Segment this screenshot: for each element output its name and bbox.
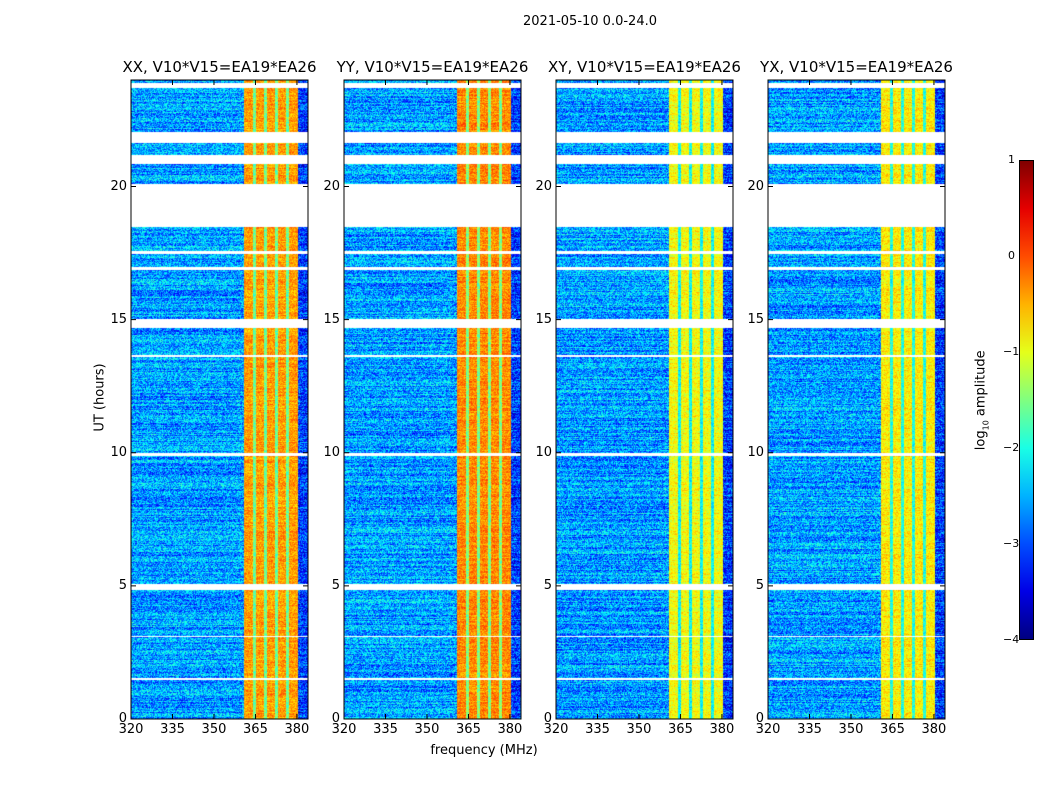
x-tick-label: 335: [797, 722, 822, 737]
y-tick-label: 20: [747, 178, 764, 194]
axes-border: [767, 79, 946, 720]
panel-1: YY, V10*V15=EA19*EA26 320 335 350 365 380 0 5 10…: [323, 58, 528, 737]
x-tick-label: 335: [585, 722, 610, 737]
x-tick-label: 380: [284, 722, 310, 737]
y-tick-label: 15: [323, 311, 340, 327]
colorbar-tick-label: −1: [1003, 345, 1020, 358]
y-tick-label: 0: [543, 711, 552, 726]
colorbar-label-main: log: [973, 430, 989, 451]
y-tick-label: 10: [110, 444, 127, 460]
axes-frame: [767, 79, 946, 720]
panel-3: YX, V10*V15=EA19*EA26 320 335 350 365 380 0 5 10…: [747, 58, 952, 737]
axes-frame: [130, 79, 309, 720]
colorbar-tick-label: −3: [1003, 537, 1020, 550]
colorbar-label: log10 amplitude: [974, 340, 991, 460]
y-axis-label: UT (hours): [92, 363, 108, 432]
axes-border: [130, 79, 309, 720]
colorbar-tick-label: 1: [1008, 153, 1015, 166]
y-tick-label: 5: [755, 577, 764, 593]
colorbar-tick-label: 0: [1008, 249, 1015, 262]
panel-title: XY, V10*V15=EA19*EA26: [548, 58, 741, 76]
x-tick-label: 320: [543, 722, 569, 737]
x-tick-label: 335: [373, 722, 398, 737]
panel-title: YX, V10*V15=EA19*EA26: [760, 58, 953, 76]
y-tick-label: 15: [747, 311, 764, 327]
y-tick-label: 10: [323, 444, 340, 460]
spectrogram-heatmap: [768, 80, 945, 719]
y-tick-label: 5: [543, 577, 552, 593]
x-tick-label: 365: [880, 722, 905, 737]
axes-frame: [555, 79, 734, 720]
x-tick-label: 320: [755, 722, 781, 737]
x-tick-label: 380: [709, 722, 735, 737]
x-tick-label: 380: [497, 722, 523, 737]
y-tick-label: 20: [110, 178, 127, 194]
x-tick-label: 320: [118, 722, 144, 737]
x-axis-label: frequency (MHz): [430, 743, 538, 758]
spectrogram-heatmap: [131, 80, 308, 719]
y-tick-label: 0: [331, 711, 340, 726]
panel-title: YY, V10*V15=EA19*EA26: [336, 58, 529, 76]
x-tick-label: 350: [626, 722, 652, 737]
y-tick-label: 15: [110, 311, 127, 327]
colorbar-label-sub: 10: [981, 420, 991, 431]
y-tick-label: 0: [118, 711, 127, 726]
y-tick-label: 10: [747, 444, 764, 460]
spectrogram-heatmap: [344, 80, 521, 719]
colorbar-tick-label: −2: [1003, 441, 1020, 454]
axes-frame: [343, 79, 522, 720]
y-tick-label: 5: [331, 577, 340, 593]
x-tick-label: 350: [838, 722, 864, 737]
axes-border: [343, 79, 522, 720]
figure-title: 2021-05-10 0.0-24.0: [523, 14, 657, 29]
panel-2: XY, V10*V15=EA19*EA26 320 335 350 365 380 0 5 10…: [535, 58, 740, 737]
spectrogram-heatmap: [556, 80, 733, 719]
colorbar: [1019, 160, 1034, 640]
x-tick-label: 350: [414, 722, 440, 737]
y-tick-label: 15: [535, 311, 552, 327]
panel-title: XX, V10*V15=EA19*EA26: [122, 58, 317, 76]
y-tick-label: 20: [323, 178, 340, 194]
axes-border: [555, 79, 734, 720]
x-tick-label: 365: [668, 722, 693, 737]
y-tick-label: 0: [755, 711, 764, 726]
y-tick-label: 5: [118, 577, 127, 593]
x-tick-label: 380: [921, 722, 947, 737]
x-tick-label: 365: [243, 722, 268, 737]
x-tick-label: 350: [201, 722, 227, 737]
y-tick-label: 10: [535, 444, 552, 460]
colorbar-tick-label: −4: [1003, 633, 1020, 646]
panel-0: XX, V10*V15=EA19*EA26 320 335 350 365 380 0 5 10…: [110, 58, 316, 737]
x-tick-label: 365: [456, 722, 481, 737]
colorbar-label-rest: amplitude: [973, 350, 989, 421]
x-tick-label: 320: [331, 722, 357, 737]
x-tick-label: 335: [160, 722, 185, 737]
y-tick-label: 20: [535, 178, 552, 194]
